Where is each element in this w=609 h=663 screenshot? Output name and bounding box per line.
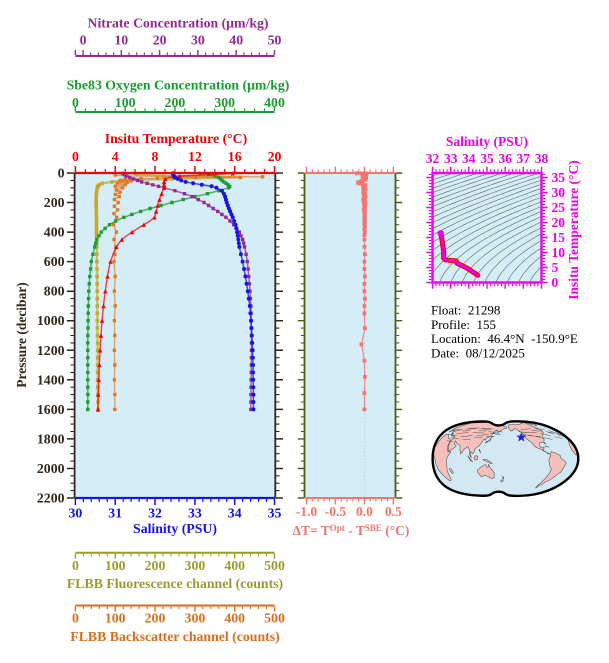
- svg-text:38: 38: [535, 151, 549, 166]
- svg-text:100: 100: [105, 558, 126, 573]
- svg-text:35: 35: [552, 170, 566, 185]
- svg-text:-1.0: -1.0: [296, 504, 318, 519]
- svg-text:Salinity (PSU): Salinity (PSU): [446, 134, 528, 149]
- svg-text:100: 100: [105, 611, 126, 626]
- svg-text:0: 0: [72, 95, 79, 110]
- svg-text:200: 200: [165, 95, 186, 110]
- svg-text:10: 10: [114, 33, 128, 48]
- svg-text:400: 400: [44, 225, 65, 240]
- svg-text:5: 5: [552, 260, 559, 275]
- svg-text:200: 200: [145, 611, 166, 626]
- svg-text:0: 0: [72, 558, 79, 573]
- svg-text:35: 35: [268, 506, 282, 521]
- svg-text:15: 15: [552, 230, 566, 245]
- svg-text:400: 400: [224, 558, 245, 573]
- svg-text:33: 33: [444, 151, 458, 166]
- svg-text:32: 32: [426, 151, 440, 166]
- svg-text:Pressure (decibar): Pressure (decibar): [14, 282, 29, 388]
- svg-text:Sbe83 Oxygen Concentration (μm: Sbe83 Oxygen Concentration (μm/kg): [67, 78, 290, 94]
- svg-text:1200: 1200: [37, 343, 65, 358]
- svg-text:FLBB Fluorescence channel (cou: FLBB Fluorescence channel (counts): [67, 576, 283, 592]
- svg-text:10: 10: [552, 245, 566, 260]
- svg-text:34: 34: [462, 151, 476, 166]
- svg-text:Profile: 155: Profile: 155: [431, 317, 496, 332]
- svg-text:1800: 1800: [37, 431, 65, 446]
- svg-text:32: 32: [148, 506, 162, 521]
- svg-text:400: 400: [264, 95, 285, 110]
- svg-text:0.5: 0.5: [385, 504, 402, 519]
- svg-text:Location: 46.4°N -150.9°E: Location: 46.4°N -150.9°E: [431, 331, 578, 346]
- svg-text:0: 0: [552, 275, 559, 290]
- svg-text:1400: 1400: [37, 372, 65, 387]
- svg-text:2200: 2200: [37, 491, 65, 506]
- svg-text:300: 300: [185, 611, 206, 626]
- svg-text:31: 31: [108, 506, 122, 521]
- svg-text:200: 200: [44, 195, 65, 210]
- svg-text:0.0: 0.0: [356, 504, 373, 519]
- svg-text:Insitu Temperature (°C): Insitu Temperature (°C): [105, 131, 247, 147]
- svg-text:30: 30: [69, 506, 83, 521]
- svg-text:500: 500: [264, 611, 285, 626]
- svg-text:Insitu Temperature (°C): Insitu Temperature (°C): [566, 160, 581, 299]
- svg-text:36: 36: [498, 151, 512, 166]
- svg-text:100: 100: [115, 95, 136, 110]
- svg-text:40: 40: [229, 33, 243, 48]
- svg-text:ΔT= TOpt - TSBE (°C): ΔT= TOpt - TSBE (°C): [293, 523, 410, 538]
- svg-text:33: 33: [188, 506, 202, 521]
- svg-text:1600: 1600: [37, 402, 65, 417]
- svg-text:Float: 21298: Float: 21298: [431, 303, 500, 318]
- svg-text:200: 200: [145, 558, 166, 573]
- svg-text:0: 0: [80, 33, 87, 48]
- svg-text:800: 800: [44, 284, 65, 299]
- svg-text:8: 8: [152, 149, 159, 164]
- svg-text:0: 0: [72, 149, 79, 164]
- svg-text:500: 500: [264, 558, 285, 573]
- svg-text:30: 30: [552, 185, 566, 200]
- svg-text:Salinity (PSU): Salinity (PSU): [133, 521, 217, 537]
- svg-text:20: 20: [552, 215, 566, 230]
- svg-text:35: 35: [480, 151, 494, 166]
- svg-text:1000: 1000: [37, 313, 65, 328]
- svg-text:Date: 08/12/2025: Date: 08/12/2025: [431, 345, 525, 360]
- svg-text:34: 34: [228, 506, 242, 521]
- svg-text:300: 300: [185, 558, 206, 573]
- svg-text:30: 30: [191, 33, 205, 48]
- svg-text:4: 4: [112, 149, 119, 164]
- svg-text:0: 0: [58, 166, 65, 181]
- svg-text:FLBB Backscatter channel (coun: FLBB Backscatter channel (counts): [70, 629, 279, 645]
- svg-text:12: 12: [188, 149, 202, 164]
- svg-text:16: 16: [228, 149, 242, 164]
- svg-text:37: 37: [517, 151, 531, 166]
- svg-text:20: 20: [268, 149, 282, 164]
- svg-text:2000: 2000: [37, 461, 65, 476]
- svg-text:Nitrate Concentration (μm/kg): Nitrate Concentration (μm/kg): [87, 16, 268, 32]
- svg-text:-0.5: -0.5: [325, 504, 347, 519]
- svg-text:50: 50: [268, 33, 282, 48]
- svg-text:300: 300: [214, 95, 235, 110]
- svg-text:20: 20: [153, 33, 167, 48]
- svg-text:400: 400: [224, 611, 245, 626]
- svg-text:0: 0: [72, 611, 79, 626]
- svg-text:25: 25: [552, 200, 566, 215]
- svg-text:600: 600: [44, 254, 65, 269]
